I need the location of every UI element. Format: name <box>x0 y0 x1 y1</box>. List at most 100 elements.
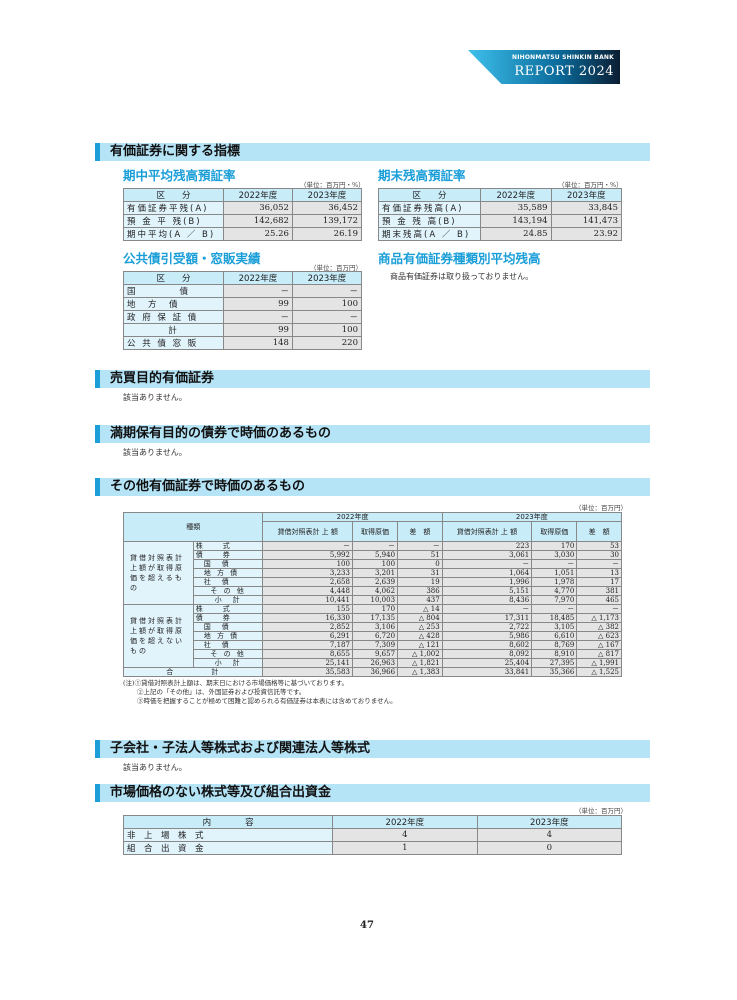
column-header-bs: 貸借対照表計 上 額 <box>262 521 353 542</box>
row-label: 預 金 平 残(B) <box>123 214 224 228</box>
section-held-to-maturity: 満期保有目的の債券で時価のあるもの <box>95 425 650 443</box>
value-cell: 5,986 <box>441 631 533 641</box>
table-row: 貸借対照表計 上 額取得原価差 額貸借対照表計 上 額取得原価差 額 <box>124 521 622 542</box>
unit-label: （単位：百万円） <box>575 504 627 512</box>
column-header: 区 分 <box>123 188 224 202</box>
value-cell: － <box>291 284 363 298</box>
value-cell: 25,141 <box>262 658 353 668</box>
value-cell: 7,970 <box>531 595 578 605</box>
value-cell: △ 382 <box>576 622 622 632</box>
column-header-kind: 種類 <box>122 512 264 542</box>
table-row: 預 金 残 高(B) 143,194 141,473 <box>377 214 623 228</box>
value-cell: 5,992 <box>262 550 353 560</box>
value-cell: 36,052 <box>222 201 293 215</box>
subsidiary-stocks-text: 該当ありません。 <box>123 763 187 772</box>
value-cell: 19 <box>397 577 443 587</box>
section-other-securities: その他有価証券で時価のあるもの <box>95 478 650 496</box>
unit-label: （単位：百万円） <box>575 807 627 815</box>
row-label: 預 金 残 高(B) <box>377 214 482 228</box>
table-row: 国 債－－ <box>123 284 363 298</box>
note-1: (注)①貸借対照表計上額は、期末日における市場価格等に基づいております。 <box>123 679 349 687</box>
value-cell: 24.85 <box>480 227 552 241</box>
value-cell: － <box>531 559 578 569</box>
public-bond-table: 区 分 2022年度 2023年度国 債－－地 方 債 99 100 政 府 保 証 債－… <box>123 271 363 350</box>
value-cell: 18,485 <box>531 613 578 623</box>
value-cell: 7,187 <box>262 640 353 650</box>
value-cell: 1,051 <box>531 568 578 578</box>
group-label: 貸借対照表計上額が取得原価を超えるもの <box>123 541 194 605</box>
value-cell: 8,769 <box>531 640 578 650</box>
value-cell: 3,201 <box>351 568 399 578</box>
column-header-2023: 2023年度 <box>441 512 623 522</box>
total-value: 36,966 <box>351 667 399 677</box>
unit-label: （単位：百万円・%） <box>300 181 365 189</box>
value-cell: 8,602 <box>441 640 533 650</box>
table-row: 地 方 債 6,291 6,720 △ 428 5,986 6,610 △ 623 <box>124 631 622 641</box>
value-cell: 3,106 <box>351 622 399 632</box>
row-label: 有価証券平残(A) <box>123 201 224 215</box>
value-cell: 148 <box>222 336 293 350</box>
value-cell: 33,845 <box>550 201 623 215</box>
table-row: 社 債 7,187 7,309 △ 121 8,602 8,769 △ 167 <box>124 640 622 650</box>
value-cell: － <box>441 559 533 569</box>
value-cell: 17,135 <box>351 613 399 623</box>
value-cell: 6,291 <box>262 631 353 641</box>
value-cell: － <box>576 559 622 569</box>
value-cell: 25,404 <box>441 658 533 668</box>
value-cell: 381 <box>576 586 622 596</box>
page-number: 47 <box>360 920 374 931</box>
report-title: REPORT 2024 <box>514 64 614 79</box>
value-cell: 141,473 <box>550 214 623 228</box>
row-label: 社 債 <box>192 577 264 587</box>
table-row: 国 債 100 100 0 －－－ <box>124 559 622 569</box>
table-row: 計 99 100 <box>123 323 363 337</box>
total-value: 35,366 <box>531 667 578 677</box>
value-cell: 8,655 <box>262 649 353 659</box>
value-cell: 2,658 <box>262 577 353 587</box>
value-cell: 53 <box>576 541 622 551</box>
value-cell: 1,064 <box>441 568 533 578</box>
header-row: 内 容 2022年度 2023年度 <box>122 815 623 829</box>
value-cell: 99 <box>222 323 293 337</box>
row-label: 小 計 <box>192 595 264 605</box>
column-header: 2022年度 <box>332 815 478 829</box>
row-label: 政 府 保 証 債 <box>123 310 224 324</box>
value-cell: 99 <box>222 297 293 311</box>
value-cell: 36,452 <box>291 201 363 215</box>
table-row: 公 共 債 窓 販 148 220 <box>123 336 363 350</box>
value-cell: － <box>222 284 293 298</box>
value-cell: － <box>291 310 363 324</box>
value-cell: 30 <box>576 550 622 560</box>
table-row: 政 府 保 証 債－－ <box>123 310 363 324</box>
row-label: 債 券 <box>192 550 264 560</box>
total-value: △ 1,525 <box>576 667 622 677</box>
value-cell: － <box>576 604 622 614</box>
column-header: 2023年度 <box>291 188 363 202</box>
value-cell: 437 <box>397 595 443 605</box>
value-cell: 0 <box>397 559 443 569</box>
value-cell: 5,151 <box>441 586 533 596</box>
value-cell: － <box>262 541 353 551</box>
public-bond-title: 公共債引受額・窓販実績 <box>123 251 261 266</box>
avg-ratio-title: 期中平均残高預証率 <box>123 168 236 183</box>
row-label: 計 <box>123 323 224 337</box>
table-row: そ の 他 8,655 9,657 △ 1,002 8,092 8,910 △ 817 <box>124 649 622 659</box>
row-label: 期中平均(A ／ B) <box>123 227 224 241</box>
table-row: 期中平均(A ／ B) 25.26 26.19 <box>123 227 363 241</box>
table-row: 期末残高(A ／ B) 24.85 23.92 <box>377 227 623 241</box>
value-cell: △ 167 <box>576 640 622 650</box>
table-row: 債 券 5,992 5,940 51 3,061 3,030 30 <box>124 550 622 560</box>
section-trading-purpose: 売買目的有価証券 <box>95 370 650 388</box>
value-cell: 100 <box>291 323 363 337</box>
value-cell: 8,092 <box>441 649 533 659</box>
row-label: 有価証券残高(A) <box>377 201 482 215</box>
value-cell: 9,657 <box>351 649 399 659</box>
row-label: そ の 他 <box>192 649 264 659</box>
table-row: 有価証券残高(A) 35,589 33,845 <box>377 201 623 215</box>
value-cell: 10,441 <box>262 595 353 605</box>
unit-label: （単位：百万円） <box>310 264 362 272</box>
value-cell: 25.26 <box>222 227 293 241</box>
column-header: 2022年度 <box>480 188 552 202</box>
value-cell: △ 428 <box>397 631 443 641</box>
